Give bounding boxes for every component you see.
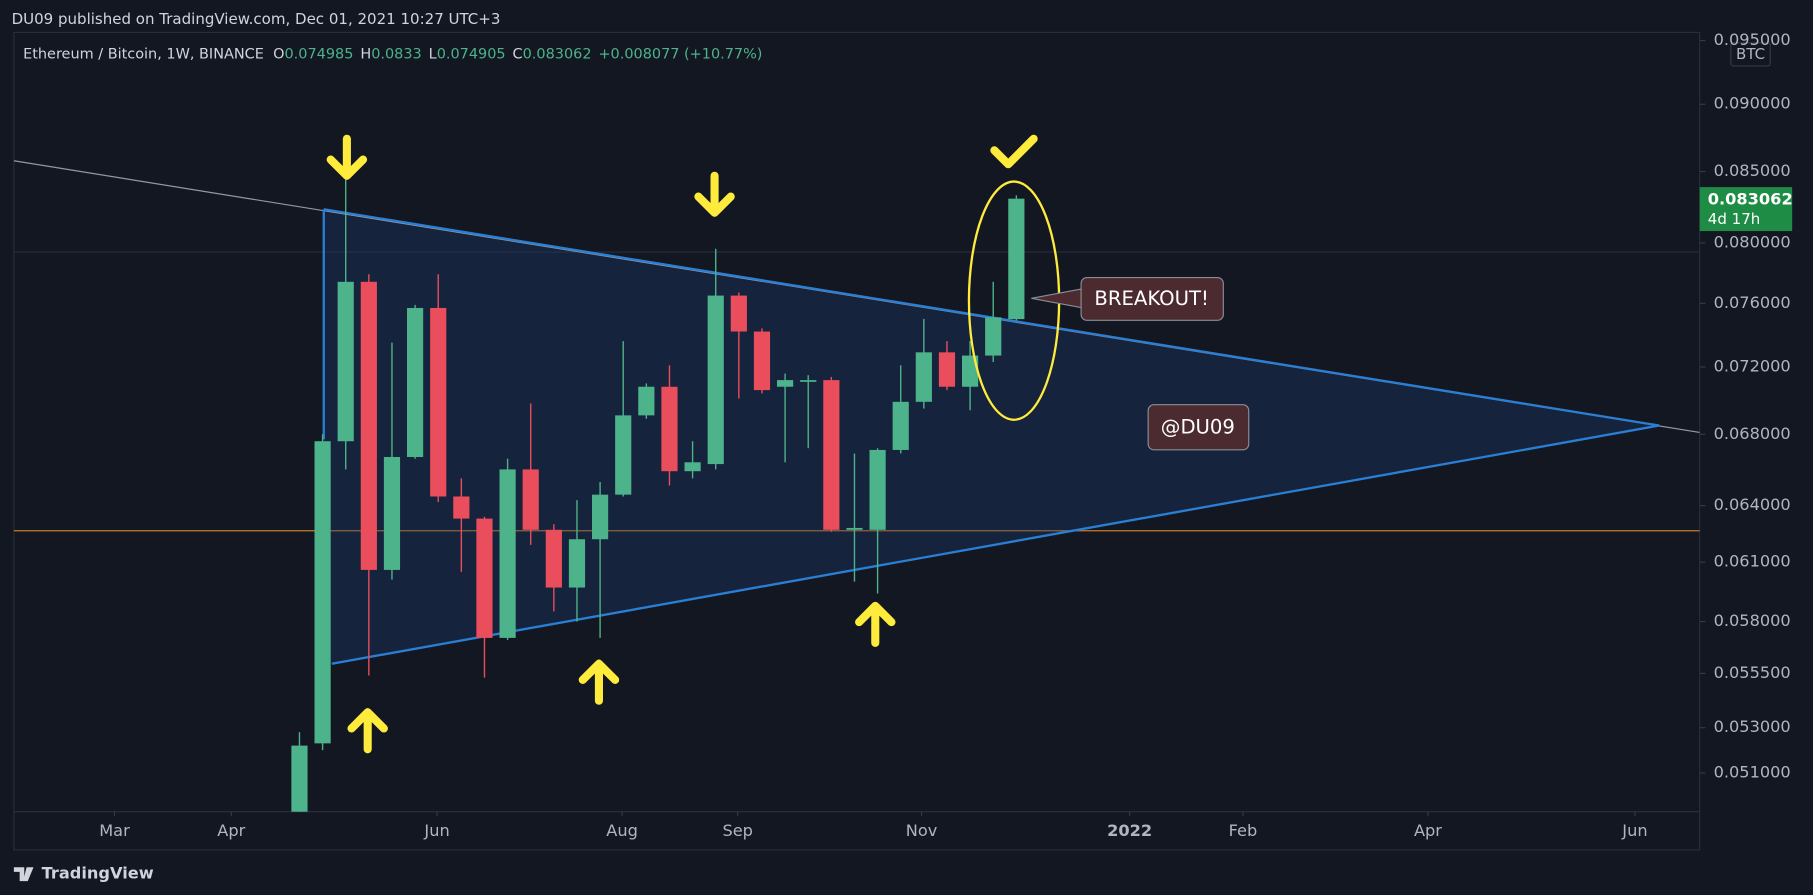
y-tick-label: 0.053000 [1714, 717, 1791, 736]
candle-body [291, 745, 308, 812]
legend-symbol: Ethereum / Bitcoin, 1W, BINANCE [23, 46, 264, 62]
candles [291, 177, 1025, 812]
candle-body [592, 494, 609, 540]
price-axis: 0.095000 0.090000 0.085000 0.080000 0.076000… [1699, 30, 1791, 781]
candle-body [476, 518, 493, 638]
candle-body [846, 527, 863, 530]
candle-body [938, 352, 956, 387]
candle-body [962, 355, 979, 387]
candle-body [337, 281, 354, 442]
candle-body [730, 295, 747, 332]
x-tick-label: Apr [217, 821, 245, 840]
legend-key: O [273, 46, 284, 62]
legend-key: C [513, 46, 523, 62]
y-tick-label: 0.058000 [1714, 611, 1791, 630]
candle-body [453, 496, 470, 519]
drawings [13, 160, 1700, 665]
candle-body [753, 331, 771, 391]
callout-text: BREAKOUT! [1094, 287, 1208, 310]
x-tick-label: Jun [423, 821, 449, 840]
time-axis [13, 811, 1701, 851]
currency: BTC [1736, 45, 1765, 63]
callout [1080, 276, 1224, 321]
y-tick-label: 0.061000 [1714, 552, 1791, 571]
candle-body [823, 380, 840, 530]
x-tick-label: 2022 [1107, 821, 1152, 840]
x-tick-label: Jun [1621, 821, 1647, 840]
candle-body [430, 307, 447, 497]
arrow-up [855, 601, 896, 647]
y-tick-label: 0.068000 [1714, 424, 1791, 443]
x-tick-label: Aug [606, 821, 638, 840]
pane [13, 31, 1701, 813]
time-axis-labels: Mar Apr Jun Aug Sep Nov 2022 Feb Apr Jun [99, 811, 1648, 840]
candle-body [383, 456, 401, 570]
y-tick-label: 0.072000 [1714, 356, 1791, 375]
legend-key: H [360, 46, 371, 62]
y-tick-label: 0.051000 [1714, 762, 1791, 781]
legend-key: L [429, 46, 437, 62]
triangle-edge [331, 424, 1660, 665]
legend-change: +0.008077 (+10.77%) [598, 46, 762, 62]
logo [13, 867, 34, 882]
currency-box [1730, 42, 1771, 67]
candle-body [892, 401, 909, 450]
candle-body [707, 295, 724, 465]
candle-body [522, 469, 539, 530]
x-tick-label: Sep [722, 821, 752, 840]
x-tick-label: Mar [99, 821, 130, 840]
candle-body [545, 529, 562, 588]
legend-value: 0.0833 [371, 46, 422, 62]
y-tick-label: 0.064000 [1714, 495, 1791, 514]
candle-body [869, 449, 886, 530]
candle-body [360, 281, 377, 570]
candle-body [684, 462, 701, 472]
y-tick-label: 0.055500 [1714, 663, 1791, 682]
last-price-label: 0.083062 [1708, 189, 1793, 208]
publisher: DU09 published on TradingView.com, Dec 0… [12, 10, 501, 28]
arrow-up [347, 708, 388, 754]
y-tick-label: 0.085000 [1714, 161, 1791, 180]
legend-value: 0.083062 [523, 46, 592, 62]
candle-body [499, 469, 516, 638]
candle-body [314, 441, 331, 744]
last-price-badge [1699, 187, 1793, 232]
candle-body [661, 386, 678, 472]
watermark-text: @DU09 [1161, 415, 1235, 438]
arrows [326, 134, 1038, 754]
candle-body [615, 415, 632, 495]
arrow-down [694, 171, 735, 217]
candle-body [1008, 198, 1025, 320]
candle-body [985, 317, 1002, 356]
last-price: 0.083062 4d 17h [1699, 187, 1793, 232]
watermark-box [1147, 404, 1250, 451]
y-tick-label: 0.095000 [1714, 30, 1791, 49]
candle-body [407, 307, 424, 457]
x-tick-label: Apr [1414, 821, 1442, 840]
countdown: 4d 17h [1708, 210, 1760, 228]
legend: Ethereum / Bitcoin, 1W, BINANCE O0.074985… [23, 46, 762, 62]
arrow-down [326, 134, 368, 180]
y-tick-label: 0.080000 [1714, 232, 1791, 251]
candle-body [638, 386, 655, 416]
arrow-up [578, 659, 620, 705]
candle-body [568, 539, 586, 588]
candle-body [777, 380, 794, 387]
x-tick-label: Feb [1229, 821, 1258, 840]
y-tick-label: 0.090000 [1714, 94, 1791, 113]
candle-body [915, 352, 932, 402]
legend-value: 0.074905 [437, 46, 506, 62]
candle-body [800, 380, 817, 382]
triangle [323, 209, 1660, 664]
y-tick-label: 0.076000 [1714, 293, 1791, 312]
x-tick-label: Nov [906, 821, 938, 840]
legend-value: 0.074985 [285, 46, 354, 62]
brand: TradingView [42, 864, 154, 883]
check [990, 134, 1038, 169]
